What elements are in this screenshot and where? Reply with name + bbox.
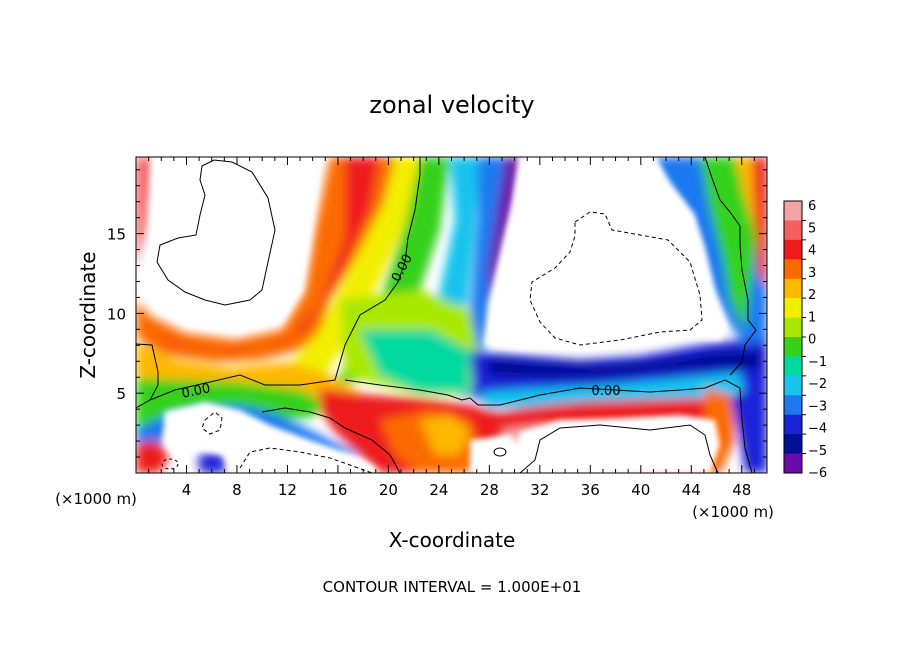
x-tick-label: 4: [182, 481, 192, 499]
colorbar-swatch: [784, 453, 802, 474]
colorbar-swatch: [784, 298, 802, 319]
colorbar-label: 6: [808, 199, 816, 214]
contour-lines: [136, 157, 757, 473]
chart-title: zonal velocity: [369, 91, 534, 119]
contour-small-ring: [493, 447, 507, 457]
contour-label: 0.00: [592, 384, 621, 399]
central-yellow-zone: [420, 415, 470, 455]
x-unit-label-left: (×1000 m): [55, 490, 137, 508]
contour-label: 0.00: [180, 381, 211, 402]
colorbar-label: −3: [808, 399, 827, 414]
colorbar: 6 5 4 3 2 1 0 −1 −2 −3 −4 −5 −6: [783, 199, 827, 481]
bottom-left-red: [136, 440, 170, 473]
x-axis-label: X-coordinate: [389, 528, 516, 552]
white-bottom-right: [512, 415, 720, 473]
colorbar-label: 4: [808, 244, 816, 259]
colorbar-swatch: [784, 239, 802, 260]
contour-solid-bottom-right: [519, 424, 719, 473]
colorbar-label: 2: [808, 288, 816, 303]
velocity-field: 0.00 0.00 0.00: [136, 157, 767, 473]
x-unit-label-right: (×1000 m): [692, 503, 774, 521]
x-tick-label: 40: [631, 481, 650, 499]
y-tick-label: 5: [116, 385, 126, 403]
colorbar-label: 0: [808, 333, 816, 348]
colorbar-swatch: [784, 201, 802, 221]
x-tick-label: 48: [732, 481, 751, 499]
contour-solid-lower-left: [261, 407, 401, 473]
colorbar-label: 1: [808, 310, 816, 325]
x-tick-label: 20: [379, 481, 398, 499]
y-tick-label: 15: [107, 226, 126, 244]
colorbar-swatch: [784, 434, 802, 455]
x-tick-label: 16: [328, 481, 347, 499]
x-tick-label: 24: [429, 481, 448, 499]
x-tick-label: 28: [480, 481, 499, 499]
colorbar-swatch: [784, 395, 802, 416]
white-top-right: [485, 157, 728, 350]
footnote: CONTOUR INTERVAL = 1.000E+01: [323, 578, 582, 596]
colorbar-swatch: [784, 337, 802, 357]
contour-zero-lower: [136, 399, 151, 409]
colorbar-label: −2: [808, 377, 827, 392]
warm-tongue-core: [150, 157, 380, 352]
y-axis: 5 10 15: [107, 169, 767, 458]
y-axis-label: Z-coordinate: [76, 251, 100, 378]
yellow-band: [270, 157, 420, 385]
colorbar-label: 3: [808, 266, 816, 281]
colorbar-swatch: [784, 317, 802, 338]
right-lower-column: [730, 395, 767, 473]
x-axis: 4 8 12 16 20 24 28 32 36 40 44 48: [148, 157, 755, 499]
contour-solid-right: [704, 157, 757, 376]
white-bottom-left: [162, 402, 380, 473]
colorbar-swatch: [784, 414, 802, 435]
x-tick-label: 44: [682, 481, 701, 499]
x-tick-label: 32: [530, 481, 549, 499]
contour-zero-main: [136, 157, 421, 401]
contour-dashed-lower: [239, 447, 373, 473]
colorbar-swatch: [784, 259, 802, 280]
colorbar-swatch: [784, 220, 802, 241]
x-tick-label: 36: [581, 481, 600, 499]
mid-cyan-zone: [360, 330, 470, 392]
white-regions: [145, 157, 728, 473]
contour-small-dashed-ring: [161, 458, 179, 470]
x-tick-label: 8: [232, 481, 242, 499]
warm-tongue: [136, 157, 395, 362]
purple-band: [488, 157, 520, 305]
navy-band: [485, 350, 760, 378]
y-tick-label: 10: [107, 305, 126, 323]
colorbar-label: −1: [808, 355, 827, 370]
contour-zero-mid: [344, 379, 753, 473]
colorbar-label: −6: [808, 466, 827, 481]
colorbar-label: −4: [808, 422, 827, 437]
green-band: [335, 157, 450, 385]
right-red-edge: [752, 157, 767, 290]
white-top-left: [145, 157, 320, 332]
colorbar-swatch: [784, 278, 802, 299]
colorbar-swatch: [784, 356, 802, 377]
contour-solid-top-left: [156, 159, 276, 306]
x-tick-label: 12: [278, 481, 297, 499]
bottom-left-blue-blob: [198, 452, 228, 473]
cyan-band: [400, 157, 480, 390]
colorbar-label: 5: [808, 221, 816, 236]
colorbar-label: −5: [808, 444, 827, 459]
colorbar-swatch: [784, 375, 802, 396]
